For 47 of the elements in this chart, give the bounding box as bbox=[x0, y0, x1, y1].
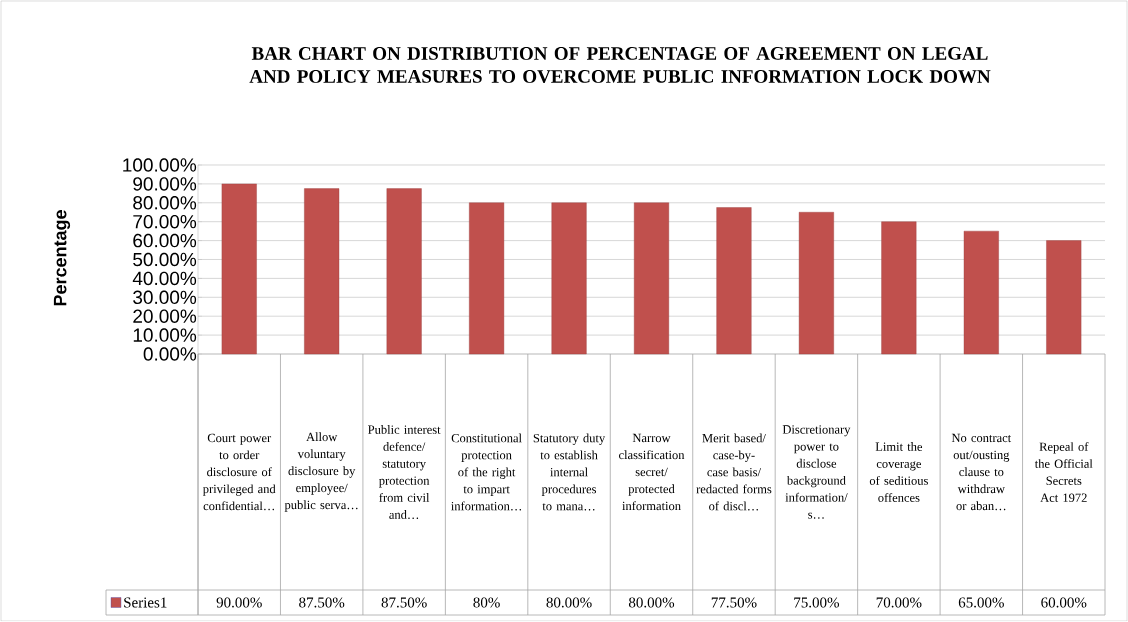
bar bbox=[963, 230, 999, 355]
bar bbox=[881, 221, 917, 355]
x-tick-label: Allow voluntary disclosure by employee/public serva… bbox=[284, 432, 358, 512]
y-axis-title: Percentage bbox=[53, 210, 71, 306]
y-tick-label: 100.00% bbox=[123, 158, 197, 172]
x-tick-label: Limit the coverage of seditious offences bbox=[869, 442, 928, 502]
x-tick-label: No contract out/ousting clause to withdraw or aban… bbox=[951, 433, 1012, 511]
data-label: 60.00% bbox=[1041, 597, 1087, 608]
x-tick-label: Constitutional protection of the right to impart information… bbox=[451, 433, 522, 511]
data-label: 65.00% bbox=[958, 597, 1004, 608]
y-tick-label: 70.00% bbox=[133, 214, 197, 229]
y-tick-label: 50.00% bbox=[133, 252, 197, 267]
x-tick-label: Court power to order disclosure of privileged and confidential… bbox=[202, 433, 276, 511]
bar bbox=[386, 188, 422, 355]
x-tick-label: Merit based/case-by-case basis/redacted forms of discl… bbox=[696, 433, 772, 511]
bar bbox=[304, 188, 340, 355]
chart-title: BAR CHART ON DISTRIBUTION OF PERCENTAGE OF AGREEMENT ON LEGAL AND POLICY MEASURES TO OVERCOME PUBLIC INFORMATION LOCK DOWN bbox=[249, 47, 991, 83]
bar bbox=[1046, 240, 1082, 355]
bar bbox=[551, 202, 587, 355]
data-label: 87.50% bbox=[381, 597, 427, 608]
y-tick-label: 60.00% bbox=[133, 233, 197, 248]
data-label: 70.00% bbox=[876, 597, 922, 608]
x-tick-label: Statutory duty to establish internal procedures to mana… bbox=[533, 433, 606, 511]
data-label: 80.00% bbox=[628, 597, 675, 608]
bar bbox=[633, 202, 670, 355]
data-label: 87.50% bbox=[299, 597, 345, 608]
bar bbox=[716, 207, 752, 355]
bar bbox=[221, 183, 257, 355]
data-label: 90.00% bbox=[216, 597, 262, 608]
data-label: 80.00% bbox=[546, 597, 592, 608]
bar bbox=[798, 212, 834, 355]
x-tick-label: Narrow classification secret/protected information bbox=[619, 433, 685, 511]
y-tick-label: 40.00% bbox=[132, 271, 197, 286]
legend-label: Series1 bbox=[124, 597, 167, 608]
x-tick-label: Public interest defence/statutory protection from civil and… bbox=[368, 425, 441, 519]
y-tick-label: 10.00% bbox=[133, 328, 197, 342]
y-tick-label: 80.00% bbox=[133, 196, 197, 210]
y-tick-label: 30.00% bbox=[133, 290, 197, 305]
x-tick-label: Discretionary power to disclose background information/s… bbox=[782, 425, 851, 519]
data-label: 80% bbox=[473, 597, 500, 608]
y-tick-label: 90.00% bbox=[133, 177, 197, 191]
x-tick-label: Repeal of the Official Secrets Act 1972 bbox=[1034, 442, 1093, 502]
y-tick-label: 0.00% bbox=[143, 347, 197, 361]
data-label: 75.00% bbox=[794, 597, 840, 608]
data-label: 77.50% bbox=[711, 597, 757, 608]
y-tick-label: 20.00% bbox=[133, 309, 197, 323]
bar bbox=[469, 202, 505, 355]
